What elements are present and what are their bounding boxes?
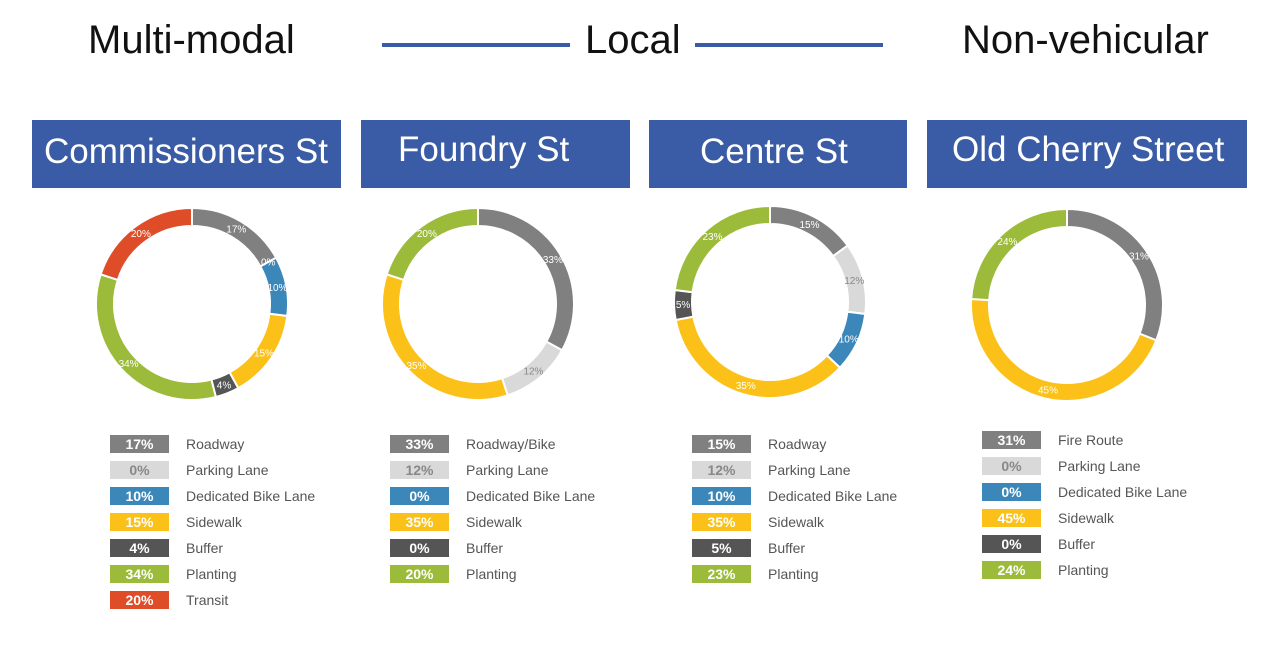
donut-data-label: 15%: [799, 220, 819, 231]
donut-segment-sidewalk: [674, 315, 842, 399]
legend-label: Buffer: [768, 540, 806, 556]
legend-swatch: 35%: [390, 513, 449, 531]
legend-swatch: 24%: [982, 561, 1041, 579]
legend-swatch: 35%: [692, 513, 751, 531]
donut-data-label: 10%: [267, 283, 287, 294]
donut-segment-planting: [95, 273, 218, 401]
legend-swatch: 23%: [692, 565, 751, 583]
donut-data-label: 33%: [543, 255, 563, 266]
donut-data-label: 34%: [119, 359, 139, 370]
donut-data-label: 15%: [254, 348, 274, 359]
legend-label: Sidewalk: [186, 514, 243, 530]
donut-segment-roadway: [769, 204, 850, 258]
legend-label: Sidewalk: [466, 514, 523, 530]
legend-swatch: 5%: [692, 539, 751, 557]
multi-modal-label: Multi-modal: [88, 18, 295, 62]
donut-data-label: 10%: [839, 335, 859, 346]
donut-data-label: 5%: [676, 300, 691, 311]
legend-swatch: 4%: [110, 539, 169, 557]
left-divider-line: [382, 43, 570, 47]
legend-swatch: 15%: [692, 435, 751, 453]
donut-chart: 17% 0% 10% 15% 4% 34% 20%: [95, 206, 289, 401]
street-title: Old Cherry Street: [952, 130, 1225, 169]
legend-swatch: 31%: [982, 431, 1041, 449]
legend-label: Fire Route: [1058, 432, 1124, 448]
donut-data-label: 45%: [1038, 385, 1058, 396]
street-title-banner: Foundry St: [361, 120, 630, 188]
right-divider-line: [695, 43, 883, 47]
donut-data-label: 35%: [406, 361, 426, 372]
legend-swatch: 33%: [390, 435, 449, 453]
donut-data-label: 12%: [844, 276, 864, 287]
donut-data-label: 0%: [261, 258, 276, 269]
legend-label: Buffer: [186, 540, 224, 556]
legend-label: Roadway/Bike: [466, 436, 556, 452]
local-label: Local: [585, 18, 681, 62]
donut-segment-sidewalk: [381, 273, 509, 401]
donut-segment-planting: [673, 204, 771, 294]
legend-swatch: 0%: [390, 487, 449, 505]
legend-swatch: 45%: [982, 509, 1041, 527]
legend-label: Roadway: [768, 436, 827, 452]
legend-label: Dedicated Bike Lane: [1058, 484, 1188, 500]
legend-label: Dedicated Bike Lane: [466, 488, 596, 504]
legend-label: Buffer: [1058, 536, 1096, 552]
legend-swatch: 0%: [110, 461, 169, 479]
legend-label: Planting: [186, 566, 237, 582]
legend-swatch: 10%: [110, 487, 169, 505]
legend-swatch: 17%: [110, 435, 169, 453]
street-title-banner: Commissioners St: [32, 120, 341, 188]
legend-label: Planting: [466, 566, 517, 582]
legend-label: Transit: [186, 592, 229, 608]
donut-data-label: 4%: [217, 380, 232, 391]
legend-swatch: 0%: [982, 457, 1041, 475]
legend-swatch: 0%: [982, 535, 1041, 553]
donut-data-label: 20%: [131, 229, 151, 240]
donut-data-label: 23%: [702, 232, 722, 243]
donut-chart: 15% 12% 10% 35% 5% 23%: [673, 204, 867, 399]
donut-segment-planting: [385, 206, 479, 282]
legend-label: Sidewalk: [1058, 510, 1115, 526]
legend-swatch: 20%: [110, 591, 169, 609]
donut-chart: 33% 12% 35% 20%: [381, 206, 575, 401]
legend-swatch: 34%: [110, 565, 169, 583]
street-title-banner: Old Cherry Street: [927, 120, 1247, 188]
donut-data-label: 12%: [523, 367, 543, 378]
donut-segment-transit: [99, 206, 193, 282]
legend-label: Dedicated Bike Lane: [186, 488, 316, 504]
legend-label: Roadway: [186, 436, 245, 452]
donut-data-label: 35%: [736, 381, 756, 392]
legend-swatch: 0%: [390, 539, 449, 557]
donut-segment-roadway-bike: [477, 206, 575, 352]
donut-segment-sidewalk: [970, 297, 1158, 402]
donut-segment-fire-route: [1066, 207, 1164, 342]
non-vehicular-label: Non-vehicular: [962, 18, 1209, 62]
legend-swatch: 15%: [110, 513, 169, 531]
street-title: Centre St: [700, 132, 848, 171]
legend-swatch: 10%: [692, 487, 751, 505]
legend-swatch: 20%: [390, 565, 449, 583]
legend-label: Buffer: [466, 540, 504, 556]
legend-label: Planting: [768, 566, 819, 582]
street-title-banner: Centre St: [649, 120, 907, 188]
legend-label: Parking Lane: [768, 462, 851, 478]
donut-data-label: 20%: [417, 229, 437, 240]
donut-segment-planting: [970, 207, 1068, 302]
donut-data-label: 31%: [1129, 252, 1149, 263]
street-title: Foundry St: [398, 130, 570, 169]
street-title: Commissioners St: [44, 132, 328, 171]
legend-label: Parking Lane: [186, 462, 269, 478]
legend-swatch: 0%: [982, 483, 1041, 501]
legend-label: Sidewalk: [768, 514, 825, 530]
legend-label: Planting: [1058, 562, 1109, 578]
donut-data-label: 24%: [997, 237, 1017, 248]
legend-swatch: 12%: [692, 461, 751, 479]
legend-swatch: 12%: [390, 461, 449, 479]
legend-label: Parking Lane: [1058, 458, 1141, 474]
donut-data-label: 17%: [226, 225, 246, 236]
donut-chart: 31% 45% 24%: [970, 207, 1164, 402]
legend-label: Parking Lane: [466, 462, 549, 478]
legend-label: Dedicated Bike Lane: [768, 488, 898, 504]
